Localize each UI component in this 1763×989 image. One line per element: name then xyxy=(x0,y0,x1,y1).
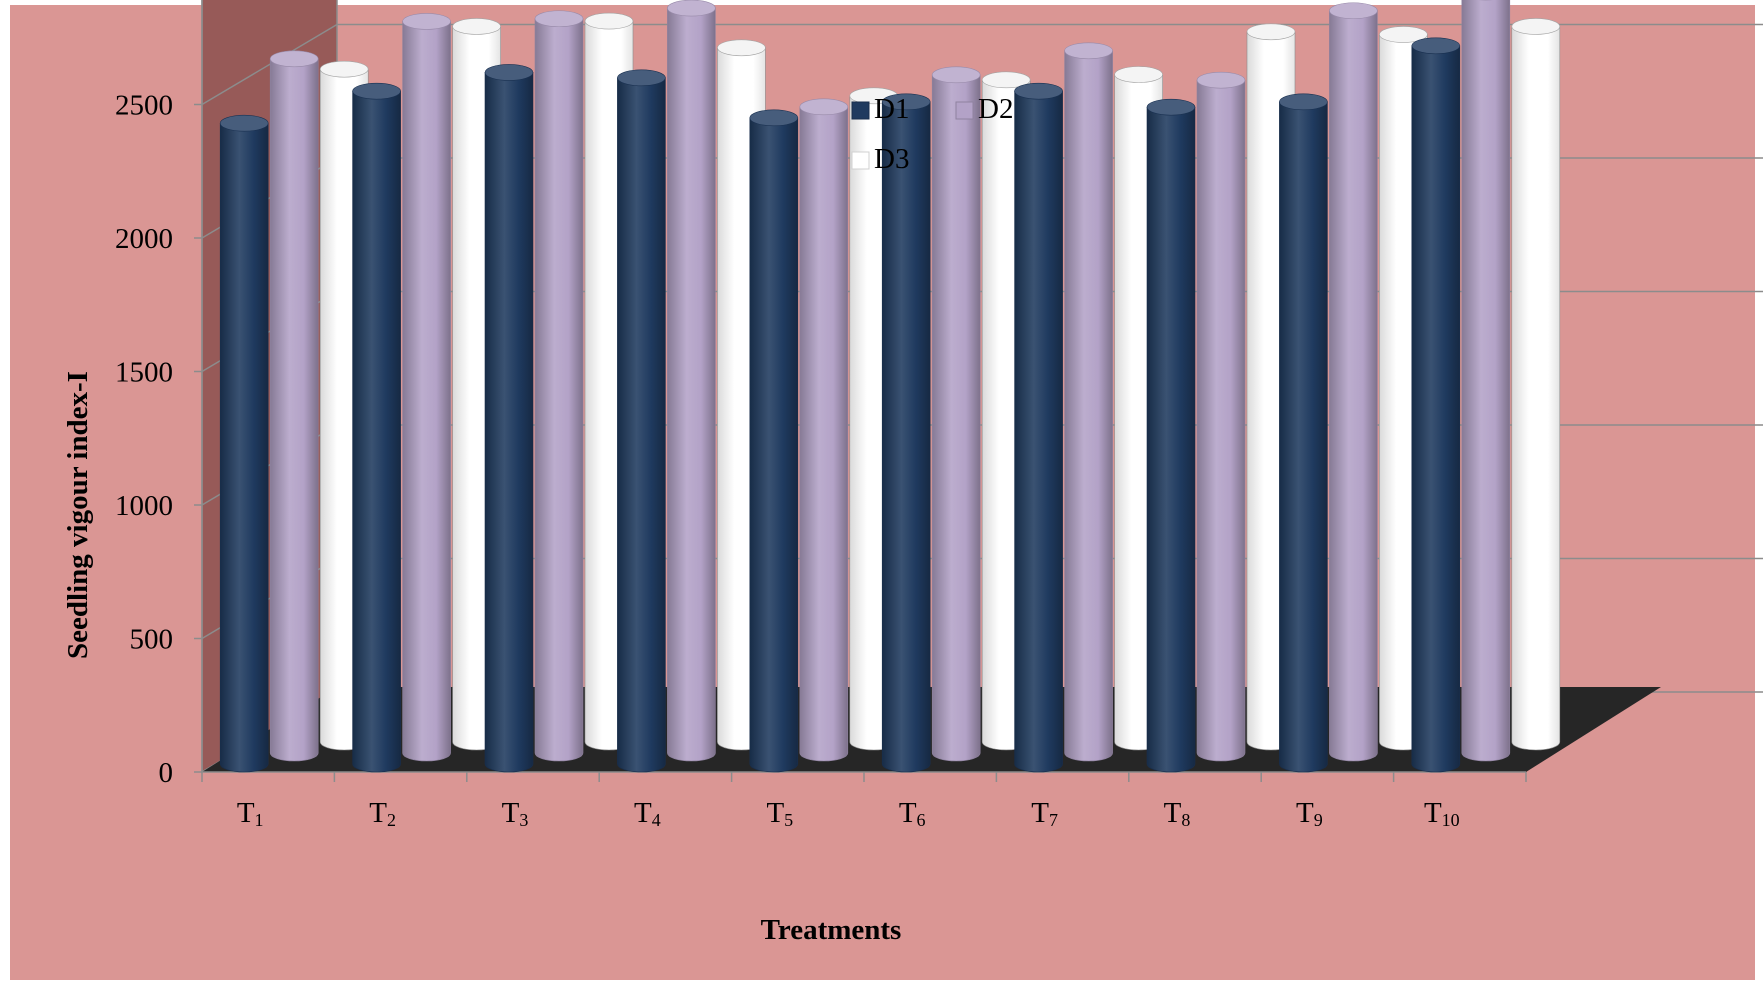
bar-cap-d1 xyxy=(485,64,533,80)
bar-d2 xyxy=(932,75,980,761)
legend-swatch-d2 xyxy=(956,102,973,119)
bar-cap-d1 xyxy=(353,83,401,99)
bar-cap-d1 xyxy=(617,70,665,86)
bar-d2 xyxy=(1329,11,1377,761)
y-tick-label: 2500 xyxy=(115,90,173,122)
bar-d2 xyxy=(403,21,451,761)
legend-swatch-d1 xyxy=(852,102,869,119)
bar-cap-d2 xyxy=(1065,43,1113,59)
bar-d1 xyxy=(750,118,798,772)
bar-cap-d1 xyxy=(220,115,268,131)
legend-label-d3: D3 xyxy=(874,143,909,175)
bar-cap-d1 xyxy=(1015,83,1063,99)
legend-label-d2: D2 xyxy=(978,93,1013,125)
bar-d2 xyxy=(1462,0,1510,761)
bar-d2 xyxy=(270,59,318,761)
bar-cap-d2 xyxy=(1329,3,1377,19)
bar-cap-d2 xyxy=(800,99,848,115)
bar-cap-d3 xyxy=(320,61,368,77)
bar-cap-d2 xyxy=(667,0,715,16)
bar-d1 xyxy=(1015,91,1063,772)
y-tick-label: 1000 xyxy=(115,490,173,522)
bar-cap-d2 xyxy=(1197,72,1245,88)
bar-d2 xyxy=(800,107,848,761)
bar-d1 xyxy=(1147,107,1195,772)
bar-cap-d1 xyxy=(1412,38,1460,54)
bar-cap-d2 xyxy=(270,51,318,67)
legend-label-d1: D1 xyxy=(874,93,909,125)
y-tick-label: 2000 xyxy=(115,223,173,255)
bar-d1 xyxy=(1279,102,1327,772)
y-tick-label: 1500 xyxy=(115,357,173,389)
bar-cap-d3 xyxy=(1512,18,1560,34)
y-axis-title: Seedling vigour index-I xyxy=(62,371,94,659)
x-axis-title: Treatments xyxy=(761,914,902,946)
bar-d1 xyxy=(353,91,401,772)
bar-cap-d1 xyxy=(1279,94,1327,110)
bar-cap-d2 xyxy=(932,67,980,83)
bar-d1 xyxy=(485,72,533,772)
bar-cap-d3 xyxy=(1247,24,1295,40)
bar-cap-d1 xyxy=(1147,99,1195,115)
bar-cap-d3 xyxy=(1115,67,1163,83)
bar-d1 xyxy=(882,102,930,772)
y-tick-label: 0 xyxy=(159,757,174,789)
bar-d1 xyxy=(220,123,268,772)
bar-cap-d2 xyxy=(535,11,583,27)
bar-d1 xyxy=(617,78,665,772)
bar-d2 xyxy=(1065,51,1113,761)
bar-cap-d3 xyxy=(717,40,765,56)
bar-d2 xyxy=(1197,80,1245,761)
bar-cap-d3 xyxy=(453,18,501,34)
bar-cap-d2 xyxy=(403,13,451,29)
bar-d2 xyxy=(667,8,715,761)
bar-cap-d1 xyxy=(750,110,798,126)
legend-swatch-d3 xyxy=(852,152,869,169)
bar-cap-d3 xyxy=(585,13,633,29)
bar-d3 xyxy=(1512,26,1560,750)
bar-d1 xyxy=(1412,46,1460,772)
bar-d2 xyxy=(535,19,583,761)
y-tick-label: 500 xyxy=(130,624,174,656)
